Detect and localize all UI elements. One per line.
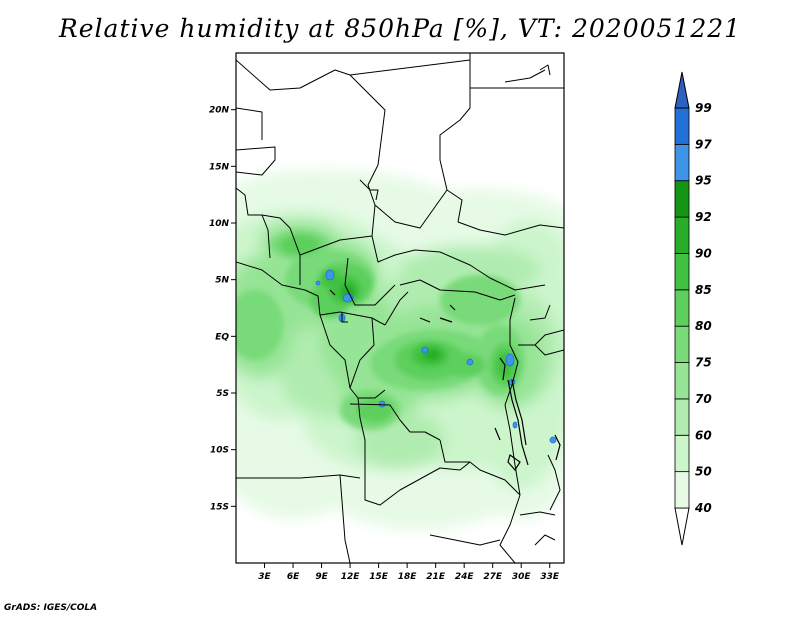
lon-tick-label: 9E xyxy=(315,572,328,582)
lon-tick-label: 15E xyxy=(369,572,389,582)
lat-tick-label: 15N xyxy=(209,162,230,172)
colorbar-label: 50 xyxy=(695,465,712,479)
lon-tick-label: 24E xyxy=(455,572,475,582)
lon-tick-label: 27E xyxy=(483,572,503,582)
colorbar-segment xyxy=(674,71,690,109)
lat-tick-label: 15S xyxy=(210,502,229,512)
lon-tick-label: 18E xyxy=(398,572,418,582)
colorbar-segment xyxy=(674,507,690,546)
lon-tick-label: 3E xyxy=(258,572,271,582)
country-borders xyxy=(236,53,564,563)
colorbar-segment xyxy=(674,107,690,145)
colorbar-label: 97 xyxy=(695,137,712,151)
colorbar-label: 70 xyxy=(695,392,712,406)
colorbar-label: 92 xyxy=(695,210,712,224)
colorbar-label: 90 xyxy=(695,246,712,260)
lon-tick-label: 21E xyxy=(426,572,446,582)
colorbar-segment xyxy=(674,289,690,327)
lat-tick-label: 10N xyxy=(209,219,230,229)
colorbar-segment xyxy=(674,398,690,436)
colorbar-segment xyxy=(674,471,690,509)
colorbar-segment xyxy=(674,362,690,400)
colorbar-label: 75 xyxy=(695,356,712,370)
colorbar-segment xyxy=(674,180,690,218)
colorbar-label: 85 xyxy=(695,283,712,297)
lon-tick-label: 12E xyxy=(341,572,361,582)
lat-tick-label: 5N xyxy=(215,276,229,286)
lat-tick-label: 20N xyxy=(209,106,230,116)
colorbar-label: 99 xyxy=(695,101,712,115)
colorbar-segment xyxy=(674,434,690,473)
lat-tick-label: 10S xyxy=(210,446,229,456)
humidity-field xyxy=(236,170,564,530)
colorbar-label: 60 xyxy=(695,428,712,442)
lat-tick-label: 5S xyxy=(216,389,229,399)
map-frame xyxy=(235,52,565,564)
colorbar-label: 40 xyxy=(694,501,712,515)
colorbar-segment xyxy=(674,216,690,254)
grads-credit: GrADS: IGES/COLA xyxy=(4,603,98,613)
colorbar-segment xyxy=(674,325,690,363)
colorbar-label: 80 xyxy=(695,319,712,333)
lon-tick-label: 6E xyxy=(287,572,300,582)
lon-tick-label: 33E xyxy=(540,572,560,582)
lat-tick-label: EQ xyxy=(215,332,229,342)
colorbar-segment xyxy=(674,253,690,291)
lon-tick-label: 30E xyxy=(512,572,532,582)
colorbar-segment xyxy=(674,143,690,182)
map-title: Relative humidity at 850hPa [%], VT: 202… xyxy=(58,14,742,43)
colorbar-label: 95 xyxy=(695,174,712,188)
